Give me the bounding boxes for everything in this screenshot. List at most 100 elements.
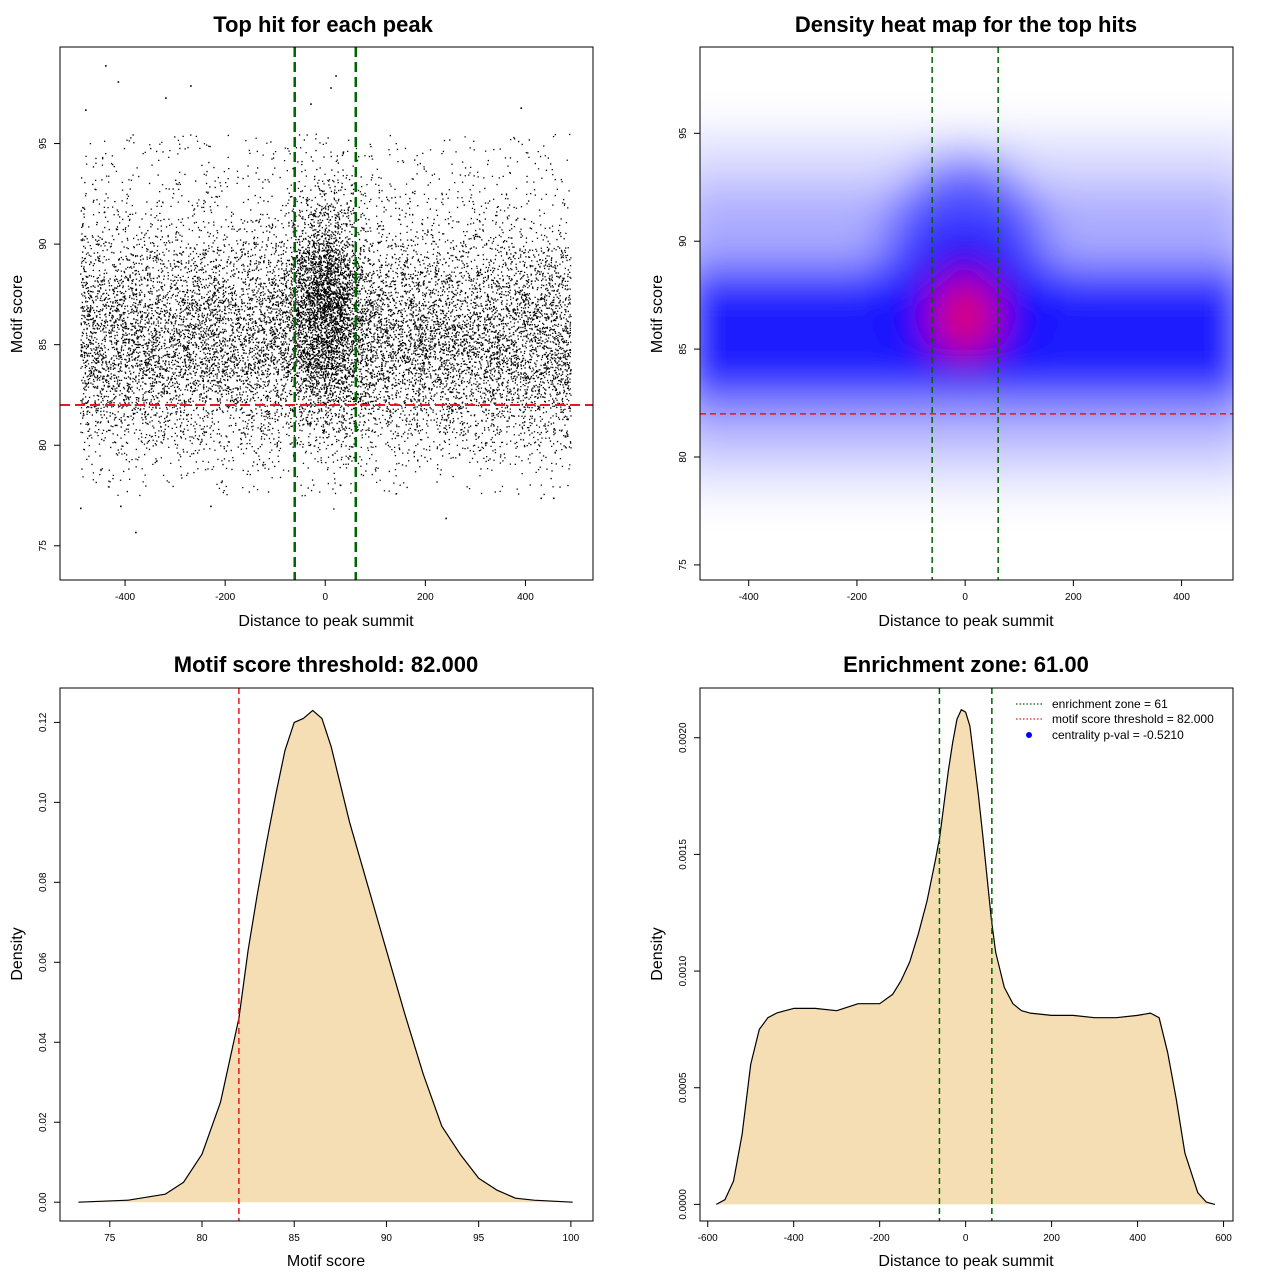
y-tick-label: 95	[678, 127, 689, 139]
y-tick-label: 90	[678, 235, 689, 247]
y-tick-label: 0.0000	[678, 1189, 689, 1220]
y-tick-label: 0.00	[38, 1192, 49, 1212]
y-tick-label: 95	[38, 138, 49, 150]
axes: 75 80 85 90 95 100 0.00 0.02 0.04 0.06 0.08 0.10 0.1…	[38, 712, 580, 1244]
plot-frame	[59, 46, 594, 581]
scatter-outlier-point	[540, 497, 543, 500]
chart-title: Motif score threshold: 82.000	[174, 652, 478, 677]
x-tick-label: 95	[473, 1233, 485, 1244]
y-tick-label: 0.10	[38, 792, 49, 812]
scatter-outlier-point	[105, 65, 107, 67]
y-axis-label: Motif score	[649, 275, 666, 353]
x-tick-label: -200	[847, 592, 867, 603]
chart-title: Top hit for each peak	[213, 12, 433, 37]
heatmap-layer	[700, 47, 1233, 580]
scatter-outlier-point	[117, 81, 120, 83]
scatter-outlier-point	[80, 507, 82, 510]
y-tick-label: 0.06	[38, 952, 49, 972]
x-tick-label: 90	[381, 1233, 393, 1244]
x-tick-label: 400	[1129, 1233, 1146, 1244]
heatmap-density	[700, 47, 1233, 580]
reference-lines	[938, 688, 993, 1221]
legend-key-centrality	[1026, 732, 1032, 738]
x-tick-label: 85	[289, 1233, 301, 1244]
y-axis-label: Motif score	[9, 275, 26, 353]
x-tick-label: -400	[784, 1233, 804, 1244]
legend-item-threshold: motif score threshold = 82.000	[1052, 712, 1214, 726]
reference-lines	[700, 47, 1233, 580]
scatter-points	[80, 133, 572, 510]
y-tick-label: 85	[678, 343, 689, 355]
y-tick-label: 75	[678, 559, 689, 571]
density-area	[716, 709, 1216, 1205]
x-tick-label: 400	[1173, 592, 1190, 603]
scatter-outlier-point	[552, 497, 555, 500]
panel-motif-score-density: Motif score threshold: 82.000 Motif scor…	[9, 652, 594, 1270]
density-curve	[716, 709, 1216, 1205]
y-axis-label: Density	[9, 927, 26, 980]
y-tick-label: 80	[678, 451, 689, 463]
x-tick-label: -400	[739, 592, 759, 603]
reference-lines	[60, 47, 593, 580]
scatter-outlier-point	[135, 531, 137, 534]
x-tick-label: 200	[1043, 1233, 1060, 1244]
density-area	[78, 709, 573, 1203]
axes: -400 -200 0 200 400 75 80 85 90 95	[38, 138, 534, 603]
scatter-outlier-point	[120, 505, 122, 508]
x-tick-label: 600	[1215, 1233, 1232, 1244]
x-axis-label: Distance to peak summit	[238, 613, 414, 630]
x-tick-label: 100	[563, 1233, 580, 1244]
x-tick-label: -200	[870, 1233, 890, 1244]
y-tick-label: 0.0020	[678, 722, 689, 753]
y-tick-label: 0.0005	[678, 1072, 689, 1103]
y-tick-label: 0.04	[38, 1032, 49, 1052]
y-tick-label: 0.0010	[678, 955, 689, 986]
x-tick-label: 400	[517, 592, 534, 603]
scatter-point-cloud	[80, 133, 572, 510]
chart-title: Enrichment zone: 61.00	[843, 652, 1089, 677]
scatter-outlier-point	[335, 75, 337, 77]
scatter-outlier-point	[445, 517, 447, 520]
y-tick-label: 90	[38, 238, 49, 250]
y-tick-label: 75	[38, 540, 49, 552]
scatter-outlier-point	[165, 97, 167, 99]
chart-title: Density heat map for the top hits	[795, 12, 1137, 37]
x-axis-label: Motif score	[287, 1253, 365, 1270]
y-tick-label: 0.0015	[678, 839, 689, 870]
x-axis-label: Distance to peak summit	[878, 613, 1054, 630]
x-tick-label: -600	[698, 1233, 718, 1244]
scatter-outlier-point	[85, 109, 87, 111]
panel-density-heatmap: Density heat map for the top hits Distan…	[649, 12, 1234, 630]
density-fill	[78, 710, 573, 1203]
x-tick-label: 0	[962, 592, 968, 603]
axes: -600 -400 -200 0 200 400 600 0.0000 0.0005 0.0010…	[678, 722, 1232, 1244]
legend-item-enrichment-zone: enrichment zone = 61	[1052, 697, 1168, 711]
density-fill	[716, 709, 1215, 1205]
x-tick-label: 200	[417, 592, 434, 603]
x-axis-label: Distance to peak summit	[878, 1253, 1054, 1270]
x-tick-label: 0	[322, 592, 328, 603]
scatter-outlier-point	[310, 103, 312, 105]
legend-item-centrality: centrality p-val = -0.5210	[1052, 728, 1184, 742]
x-tick-label: 80	[196, 1233, 208, 1244]
y-tick-label: 0.02	[38, 1112, 49, 1132]
legend: enrichment zone = 61 motif score thresho…	[1016, 697, 1214, 742]
scatter-outliers	[80, 65, 555, 534]
y-tick-label: 80	[38, 439, 49, 451]
panel-top-hit-scatter: Top hit for each peak Distance to peak s…	[9, 12, 594, 630]
plot-frame	[699, 46, 1234, 581]
density-curve	[78, 709, 573, 1203]
x-tick-label: 0	[963, 1233, 969, 1244]
y-axis-label: Density	[649, 927, 666, 980]
scatter-outlier-point	[330, 87, 332, 89]
axes: -400 -200 0 200 400 75 80 85 90 95	[678, 127, 1190, 603]
y-tick-label: 0.12	[38, 712, 49, 732]
scatter-outlier-point	[520, 107, 523, 109]
x-tick-label: 200	[1065, 592, 1082, 603]
heatmap-peak	[941, 284, 990, 349]
panel-enrichment-density: Enrichment zone: 61.00 Distance to peak …	[649, 652, 1234, 1270]
x-tick-label: -200	[215, 592, 235, 603]
plot-frame	[699, 687, 1234, 1222]
x-tick-label: -400	[115, 592, 135, 603]
